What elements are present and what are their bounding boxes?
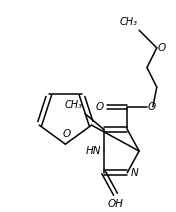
Text: O: O (148, 102, 156, 112)
Text: N: N (130, 168, 138, 178)
Text: O: O (158, 43, 166, 53)
Text: CH₃: CH₃ (119, 17, 137, 27)
Text: O: O (62, 129, 70, 139)
Text: HN: HN (85, 146, 101, 156)
Text: OH: OH (108, 199, 123, 209)
Text: O: O (96, 102, 104, 112)
Text: CH₃: CH₃ (65, 100, 83, 110)
